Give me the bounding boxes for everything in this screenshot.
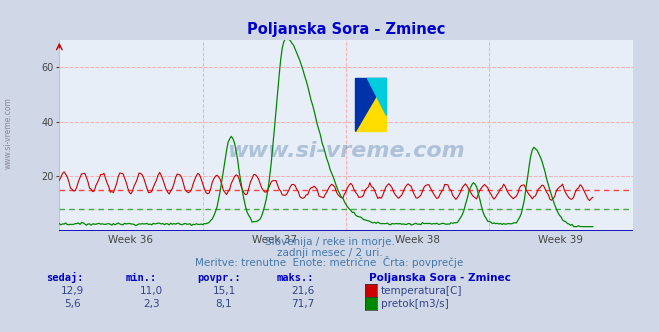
Text: Poljanska Sora - Zminec: Poljanska Sora - Zminec [369,273,511,283]
Text: www.si-vreme.com: www.si-vreme.com [3,97,13,169]
Text: 15,1: 15,1 [212,286,236,296]
Text: 12,9: 12,9 [61,286,84,296]
Title: Poljanska Sora - Zminec: Poljanska Sora - Zminec [246,22,445,37]
Text: Slovenija / reke in morje.: Slovenija / reke in morje. [264,237,395,247]
Text: temperatura[C]: temperatura[C] [381,286,463,296]
Polygon shape [355,78,386,131]
Text: www.si-vreme.com: www.si-vreme.com [227,140,465,161]
Text: sedaj:: sedaj: [46,272,84,283]
Text: povpr.:: povpr.: [198,273,241,283]
Polygon shape [367,78,386,116]
Text: pretok[m3/s]: pretok[m3/s] [381,299,449,309]
Text: min.:: min.: [125,273,156,283]
Text: 11,0: 11,0 [140,286,163,296]
Polygon shape [355,78,386,131]
Text: zadnji mesec / 2 uri.: zadnji mesec / 2 uri. [277,248,382,258]
Text: Meritve: trenutne  Enote: metrične  Črta: povprečje: Meritve: trenutne Enote: metrične Črta: … [195,256,464,268]
Text: 71,7: 71,7 [291,299,315,309]
Text: 5,6: 5,6 [64,299,81,309]
Text: 21,6: 21,6 [291,286,315,296]
Text: maks.:: maks.: [277,273,314,283]
Text: 2,3: 2,3 [143,299,160,309]
Text: 8,1: 8,1 [215,299,233,309]
